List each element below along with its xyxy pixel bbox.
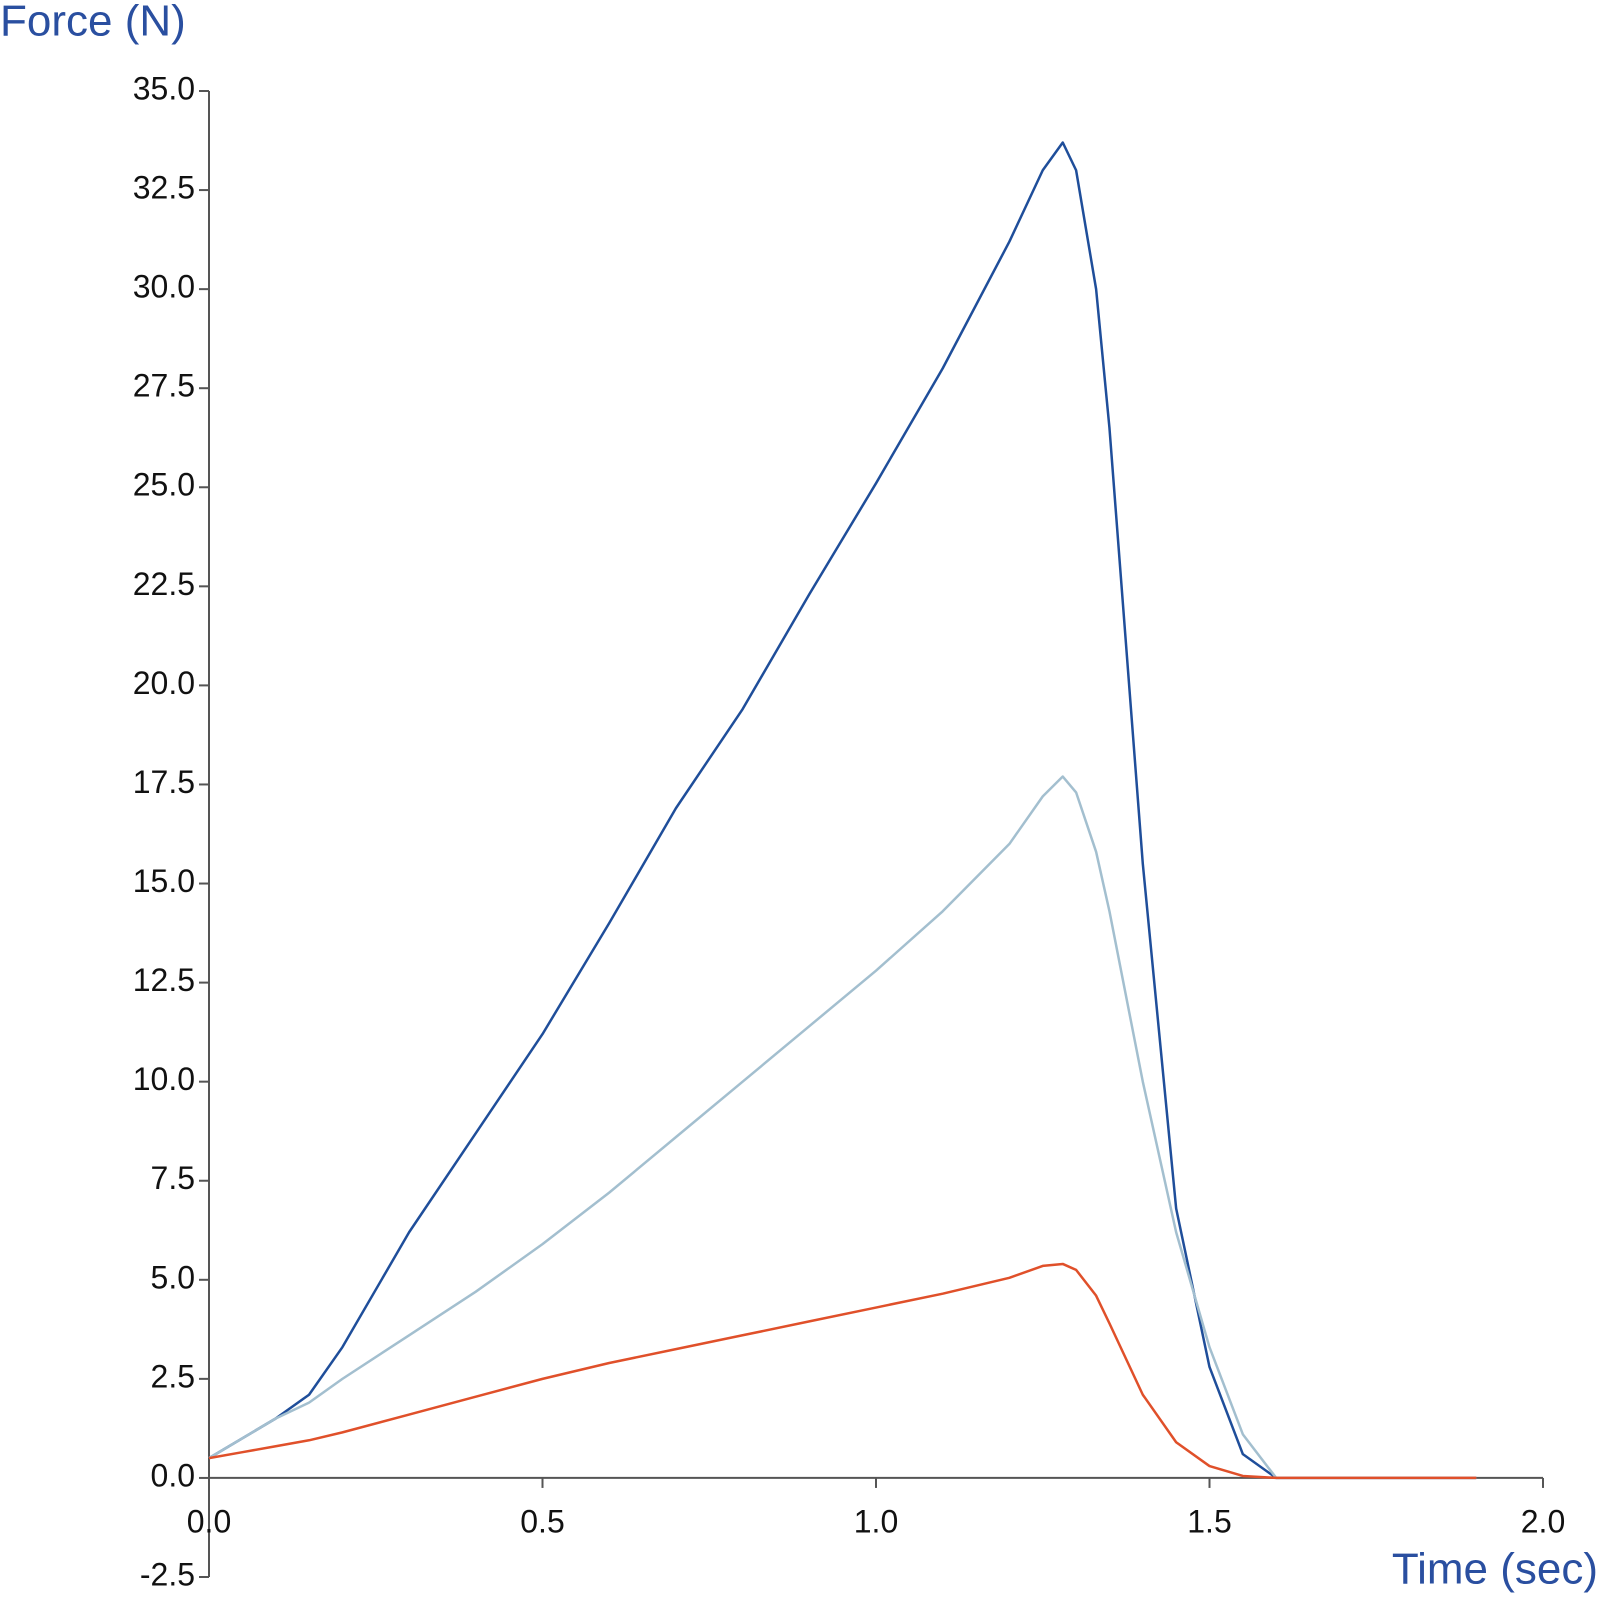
y-tick-label: 7.5: [151, 1160, 195, 1196]
data-line: [208, 1262, 1477, 1480]
y-tick-label: -2.5: [140, 1556, 195, 1592]
data-line: [208, 775, 1477, 1480]
x-tick-label: 2.0: [1521, 1503, 1565, 1539]
y-tick-label: 22.5: [133, 566, 195, 602]
x-tick-label: 1.0: [854, 1503, 898, 1539]
y-tick-label: 27.5: [133, 368, 195, 404]
y-tick-label: 12.5: [133, 962, 195, 998]
x-tick-label: 1.5: [1187, 1503, 1231, 1539]
x-tick-label: 0.5: [520, 1503, 564, 1539]
y-tick-label: 10.0: [133, 1061, 195, 1097]
y-axis-title: Force (N): [0, 0, 186, 46]
y-tick-label: 17.5: [133, 764, 195, 800]
y-tick-label: 20.0: [133, 665, 195, 701]
y-tick-label: 2.5: [151, 1358, 195, 1394]
x-axis-title: Time (sec): [1392, 1545, 1598, 1594]
data-line: [208, 141, 1477, 1480]
y-tick-label: 0.0: [151, 1457, 195, 1493]
y-tick-label: 30.0: [133, 269, 195, 305]
y-tick-label: 5.0: [151, 1259, 195, 1295]
y-tick-label: 25.0: [133, 467, 195, 503]
y-tick-label: 15.0: [133, 863, 195, 899]
x-tick-label: 0.0: [187, 1503, 231, 1539]
y-tick-label: 32.5: [133, 170, 195, 206]
y-tick-label: 35.0: [133, 70, 195, 106]
